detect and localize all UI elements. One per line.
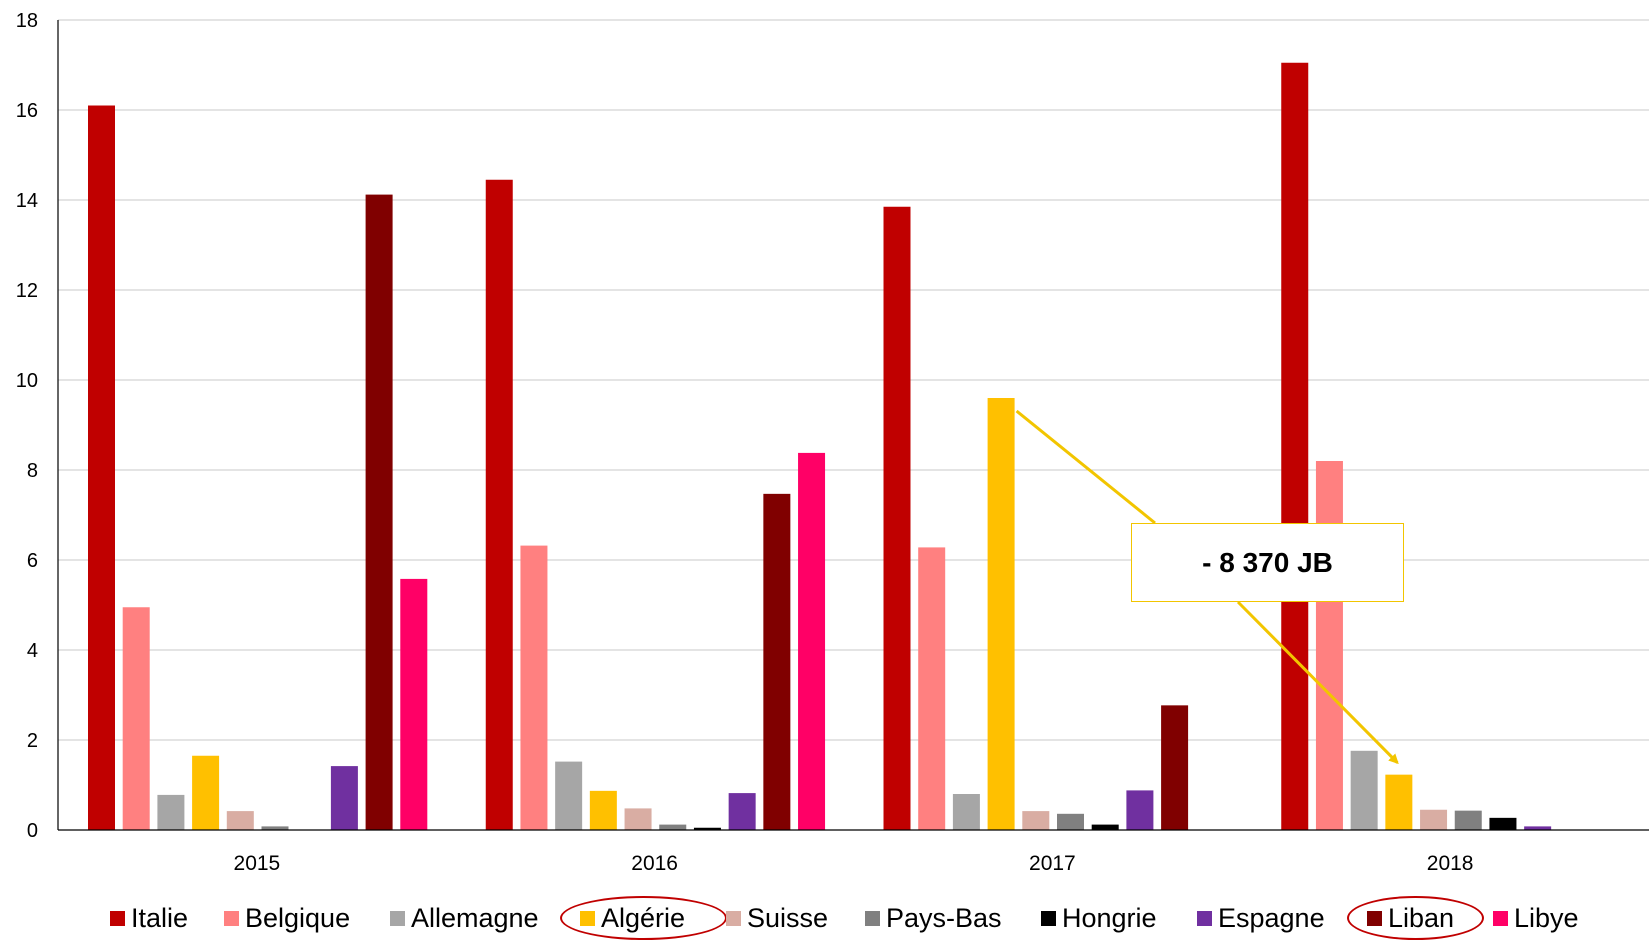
- bars: [88, 62, 1552, 831]
- bar-allemagne-2017: [952, 794, 980, 830]
- bar-italie-2018: [1281, 62, 1309, 830]
- highlight-ellipse: [560, 896, 727, 940]
- x-tick-label: 2016: [631, 852, 678, 875]
- legend: Italie Belgique Allemagne Algérie Suisse Pays…: [0, 895, 1649, 941]
- legend-label: Pays-Bas: [886, 902, 1002, 933]
- legend-label: Suisse: [747, 902, 829, 933]
- y-tick-label: 0: [27, 820, 38, 842]
- legend-item-allemagne: Allemagne: [390, 895, 539, 941]
- bar-libye-2015: [400, 578, 428, 830]
- annotation-callout: - 8 370 JB: [1131, 523, 1404, 602]
- legend-swatch: [865, 910, 880, 926]
- annotation-arrow-start: [1015, 409, 1156, 525]
- bar-chart: 0 2 4 6 8 10 12 14 16 18 2015 2016 2017 2018: [16, 10, 1649, 875]
- legend-label: Belgique: [245, 902, 351, 933]
- y-tick-label: 14: [16, 190, 38, 212]
- y-axis-ticks: 0 2 4 6 8 10 12 14 16 18: [16, 10, 38, 842]
- annotation-text: - 8 370 JB: [1202, 546, 1333, 578]
- bar-liban-2017: [1161, 705, 1189, 830]
- bar-belgique-2015: [122, 607, 150, 830]
- legend-label: Espagne: [1218, 902, 1325, 933]
- bar-pays-bas-2016: [659, 824, 687, 830]
- bar-belgique-2017: [918, 547, 946, 830]
- bar-italie-2015: [88, 105, 115, 830]
- x-tick-label: 2015: [234, 852, 281, 875]
- bar-hongrie-2017: [1091, 824, 1119, 830]
- bar-pays-bas-2015: [261, 826, 289, 830]
- bar-espagne-2017: [1126, 790, 1154, 830]
- annotation-arrow-end: [1236, 600, 1399, 765]
- annotation-arrows: [1015, 409, 1399, 765]
- highlight-ellipse: [1347, 896, 1484, 940]
- legend-item-espagne: Espagne: [1197, 895, 1325, 941]
- bar-libye-2016: [798, 452, 826, 830]
- legend-label: Hongrie: [1062, 902, 1157, 933]
- bar-suisse-2015: [226, 811, 254, 830]
- bar-alg-rie-2017: [987, 398, 1015, 830]
- bar-alg-rie-2016: [589, 790, 617, 830]
- legend-swatch: [224, 910, 239, 926]
- legend-item-libye: Libye: [1493, 895, 1579, 941]
- y-tick-label: 6: [27, 550, 38, 572]
- bar-italie-2016: [485, 179, 513, 830]
- legend-swatch: [110, 910, 125, 926]
- bar-suisse-2018: [1420, 809, 1448, 830]
- bar-liban-2016: [763, 493, 791, 830]
- bar-belgique-2016: [520, 545, 548, 830]
- x-axis-ticks: 2015 2016 2017 2018: [234, 852, 1474, 875]
- legend-label: Libye: [1514, 902, 1579, 933]
- bar-pays-bas-2018: [1454, 810, 1482, 830]
- bar-hongrie-2016: [693, 827, 721, 830]
- legend-item-hongrie: Hongrie: [1041, 895, 1157, 941]
- x-tick-label: 2017: [1029, 852, 1076, 875]
- y-tick-label: 8: [27, 460, 38, 482]
- legend-item-suisse: Suisse: [726, 895, 828, 941]
- x-tick-label: 2018: [1427, 852, 1474, 875]
- gridlines: [58, 19, 1649, 741]
- legend-item-belgique: Belgique: [224, 895, 350, 941]
- axes: [57, 20, 1649, 831]
- legend-label: Italie: [131, 902, 189, 933]
- y-tick-label: 18: [16, 10, 38, 32]
- legend-swatch: [1197, 910, 1212, 926]
- bar-suisse-2016: [624, 808, 652, 830]
- bar-italie-2017: [883, 206, 911, 830]
- bar-espagne-2015: [330, 766, 358, 830]
- bar-pays-bas-2017: [1057, 813, 1084, 830]
- bar-hongrie-2018: [1489, 817, 1517, 830]
- bar-alg-rie-2015: [192, 755, 220, 830]
- y-tick-label: 10: [16, 370, 38, 392]
- bar-allemagne-2015: [157, 794, 185, 830]
- bar-espagne-2016: [728, 793, 756, 830]
- y-tick-label: 4: [27, 640, 38, 662]
- bar-allemagne-2018: [1350, 750, 1378, 830]
- bar-alg-rie-2018: [1385, 774, 1413, 830]
- legend-swatch: [1493, 910, 1508, 926]
- bar-belgique-2018: [1315, 461, 1343, 830]
- legend-label: Allemagne: [411, 902, 539, 933]
- bar-espagne-2018: [1524, 826, 1552, 830]
- y-tick-label: 16: [16, 100, 38, 122]
- y-tick-label: 2: [27, 730, 38, 752]
- bar-liban-2015: [365, 194, 393, 831]
- legend-item-italie: Italie: [110, 895, 188, 941]
- legend-swatch: [1041, 910, 1056, 926]
- y-tick-label: 12: [16, 280, 38, 302]
- bar-allemagne-2016: [555, 761, 583, 830]
- legend-swatch: [390, 910, 405, 926]
- legend-swatch: [726, 910, 741, 926]
- bar-suisse-2017: [1022, 811, 1050, 830]
- legend-item-pays-bas: Pays-Bas: [865, 895, 1002, 941]
